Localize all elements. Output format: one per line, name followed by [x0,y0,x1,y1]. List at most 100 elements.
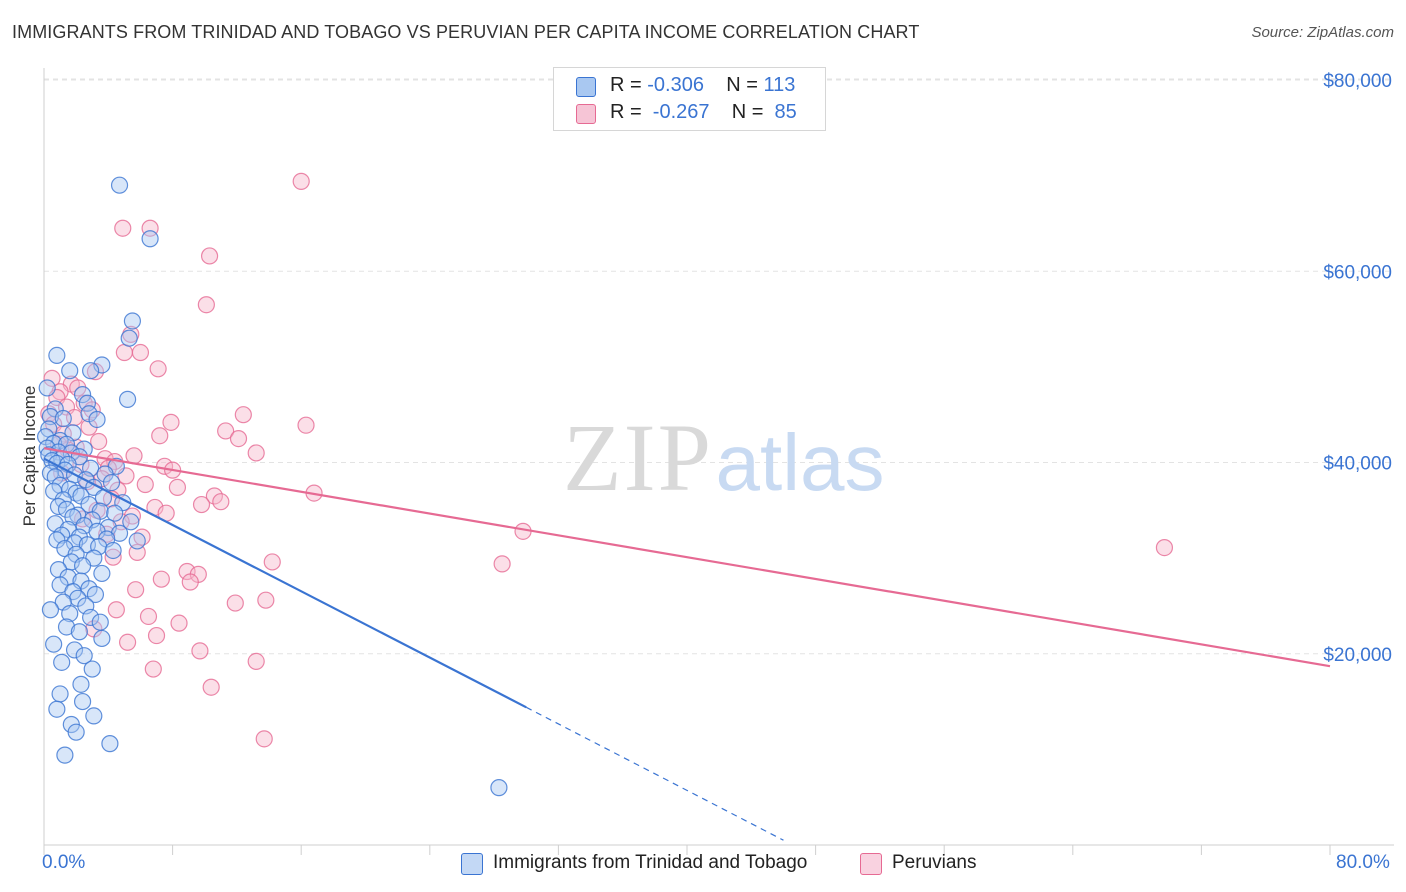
legend-text-pink: R = -0.267 N = 85 [610,101,797,124]
trinidad-point [51,685,69,703]
y-axis-label: Per Capita Income [20,385,39,527]
peruvians-point [43,369,61,387]
peruvians-point [168,478,187,496]
peruvians-point [212,493,230,511]
trinidad-point [85,707,103,725]
trinidad-point [118,390,137,408]
trinidad-point [56,746,74,764]
trinidad-point [88,410,106,429]
watermark-zip: ZIP [563,404,713,511]
trinidad-point [104,541,122,560]
trinidad-point [54,409,72,428]
peruvians-point [217,422,235,440]
peruvians-point [192,495,211,514]
trinidad-point [490,779,508,797]
peruvians-point [139,607,158,626]
bottom-legend-label-pink: Peruvians [892,852,977,873]
peruvians-point [297,416,315,434]
peruvians-point [226,594,244,612]
trinidad-point [51,476,69,495]
trinidad-point [57,618,76,636]
trinidad-point [41,408,60,426]
trinidad-point [48,700,66,718]
trinidad-point [72,675,90,693]
trinidad-point [53,526,71,544]
peruvians-point [197,296,215,314]
peruvians-point [114,219,132,237]
watermark-atlas: atlas [716,418,885,507]
peruvians-point [136,475,154,494]
gridlines [44,78,1394,655]
trinidad-point [86,585,105,604]
legend-text-blue: R = -0.306 N = 113 [610,74,795,97]
peruvians-point [152,570,170,588]
legend-n-label: N = [731,101,769,123]
trinidad-point [101,735,119,753]
trinidad-point [65,641,84,659]
trinidad-point [128,532,146,550]
trinidad-point [45,482,63,500]
y-tick-label: $20,000 [1323,645,1392,666]
trinidad-point [73,386,92,404]
bottom-legend-swatch-blue [461,853,483,875]
peruvians-point [131,343,150,362]
legend-n-label: N = [726,74,764,96]
peruvians-point [104,548,122,566]
bottom-legend-label-blue: Immigrants from Trinidad and Tobago [493,852,808,873]
y-tick-label: $80,000 [1323,71,1392,92]
trinidad-trendline-extension [525,706,784,841]
trinidad-point [93,629,111,648]
y-tick-label: $60,000 [1323,262,1392,283]
trinidad-point [61,362,79,380]
trinidad-point [70,623,88,641]
correlation-legend: R = -0.306 N = 113 R = -0.267 N = 85 [553,67,826,131]
peruvians-trendline [43,447,1331,668]
trinidad-point [82,608,100,627]
peruvians-point [255,730,273,748]
x-tick-min: 0.0% [42,852,86,873]
trinidad-point [102,473,121,492]
legend-n-value-pink: 85 [769,101,797,123]
trinidad-point [122,513,140,531]
legend-n-value-blue: 113 [763,74,796,96]
peruvians-point [98,525,116,543]
trinidad-point [41,601,60,619]
peruvians-point [234,406,252,424]
y-tick-label: $40,000 [1323,454,1392,475]
peruvians-point [149,360,167,378]
peruvians-point [144,660,162,678]
peruvians-point [229,429,248,448]
trinidad-point [123,312,142,330]
peruvians-point [292,172,310,190]
legend-r-label: R = [610,74,648,96]
trinidad-point [141,230,159,248]
peruvians-point [200,247,219,265]
peruvians-point [115,343,133,362]
peruvians-point [151,427,169,445]
trinidad-point [73,692,92,711]
peruvians-point [162,413,180,431]
peruvians-point [181,573,199,591]
legend-r-value-pink: -0.267 [647,101,710,123]
peruvians-point [205,487,223,505]
peruvians-point [257,591,275,609]
legend-swatch-pink [576,104,596,124]
axes [43,68,1394,855]
y-tick-labels: $20,000 $40,000 $60,000 $80,000 [1323,71,1392,666]
trinidad-point [61,604,79,623]
trinidad-point [38,379,56,397]
peruvians-point [118,633,137,651]
source-credit: Source: ZipAtlas.com [1251,24,1394,41]
trinidad-point [53,653,71,671]
legend-r-value-blue: -0.306 [647,74,704,96]
trinidad-point [83,660,101,678]
trinidad-point [45,635,63,653]
watermark: ZIP atlas [563,404,884,511]
trinidad-point [106,504,124,522]
trinidad-point [110,176,129,194]
peruvians-point [202,678,220,696]
trinidad-point [82,362,100,380]
peruvians-point [493,555,511,573]
trinidad-trendline [43,457,527,709]
